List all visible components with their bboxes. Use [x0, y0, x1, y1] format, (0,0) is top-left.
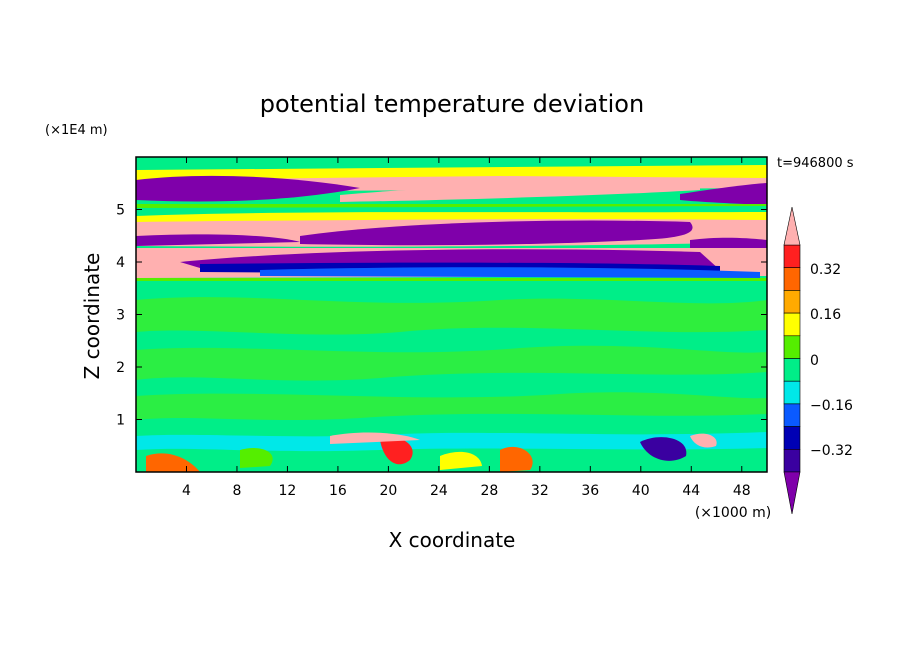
x-tick-label: 28 — [480, 483, 498, 499]
colorbar-swatch — [783, 335, 801, 359]
y-tick-label: 2 — [116, 360, 125, 376]
colorbar-swatch — [783, 380, 801, 405]
colorbar-bottom-arrow — [783, 471, 801, 515]
y-axis-ticks: 1 2 3 4 5 — [116, 203, 767, 429]
blob-pink-1 — [690, 433, 717, 448]
y-tick-label: 4 — [116, 255, 125, 271]
texture-b — [136, 345, 767, 381]
colorbar-label: 0.16 — [810, 307, 841, 323]
colorbar-swatch — [783, 358, 801, 382]
colorbar-swatch — [783, 290, 801, 314]
blob-red-1 — [380, 437, 413, 465]
plot-area — [136, 157, 767, 472]
band-blue — [260, 267, 760, 278]
x-tick-label: 8 — [232, 483, 241, 499]
colorbar-label: −0.32 — [810, 443, 853, 459]
y-tick-label: 3 — [116, 308, 125, 324]
x-axis-ticks: 4 8 12 16 20 24 28 32 36 40 44 48 — [182, 157, 751, 499]
blob-green-1 — [240, 447, 273, 468]
x-tick-label: 12 — [279, 483, 297, 499]
texture-a — [136, 297, 767, 335]
y-tick-label: 5 — [116, 203, 125, 219]
x-tick-label: 36 — [581, 483, 599, 499]
texture-c — [136, 392, 767, 420]
band-purple-left — [136, 234, 300, 246]
colorbar-label: 0.32 — [810, 262, 841, 278]
band-purple-right — [680, 183, 767, 205]
colorbar-swatch — [783, 403, 801, 427]
colorbar-label: −0.16 — [810, 398, 853, 414]
y-axis-label: Z coordinate — [80, 253, 104, 380]
x-tick-label: 40 — [632, 483, 650, 499]
colorbar-swatch — [783, 448, 801, 473]
x-tick-label: 20 — [379, 483, 397, 499]
x-axis-label: X coordinate — [389, 528, 516, 552]
x-tick-label: 4 — [182, 483, 191, 499]
blob-yellow-1 — [440, 451, 482, 470]
x-tick-label: 44 — [682, 483, 700, 499]
x-tick-label: 24 — [430, 483, 448, 499]
band-top — [136, 157, 767, 169]
colorbar-top-arrow — [783, 206, 801, 246]
blob-orange-2 — [500, 446, 533, 472]
y-axis-unit: (×1E4 m) — [45, 123, 108, 138]
x-axis-unit: (×1000 m) — [695, 505, 771, 521]
colorbar-swatch — [783, 244, 801, 269]
band-purple-top-left — [136, 175, 360, 202]
band-green-line — [136, 204, 767, 208]
band-green-thin — [136, 278, 767, 281]
x-tick-label: 48 — [733, 483, 751, 499]
blob-purple-1 — [640, 437, 687, 461]
band-purple-mid — [300, 220, 693, 246]
band-pink-mid — [340, 183, 700, 202]
y-tick-label: 1 — [116, 413, 125, 429]
x-tick-label: 16 — [329, 483, 347, 499]
chart-title: potential temperature deviation — [260, 90, 644, 118]
colorbar-label: 0 — [810, 353, 819, 369]
x-tick-label: 32 — [531, 483, 549, 499]
blob-pink-2 — [330, 432, 420, 444]
colorbar-swatch — [783, 312, 801, 337]
colorbar-swatch — [783, 426, 801, 450]
colorbar: 0.32 0.16 0 −0.16 −0.32 — [783, 206, 853, 515]
band-cyan-bottom — [136, 432, 767, 452]
colorbar-swatch — [783, 267, 801, 291]
time-label: t=946800 s — [777, 156, 854, 171]
